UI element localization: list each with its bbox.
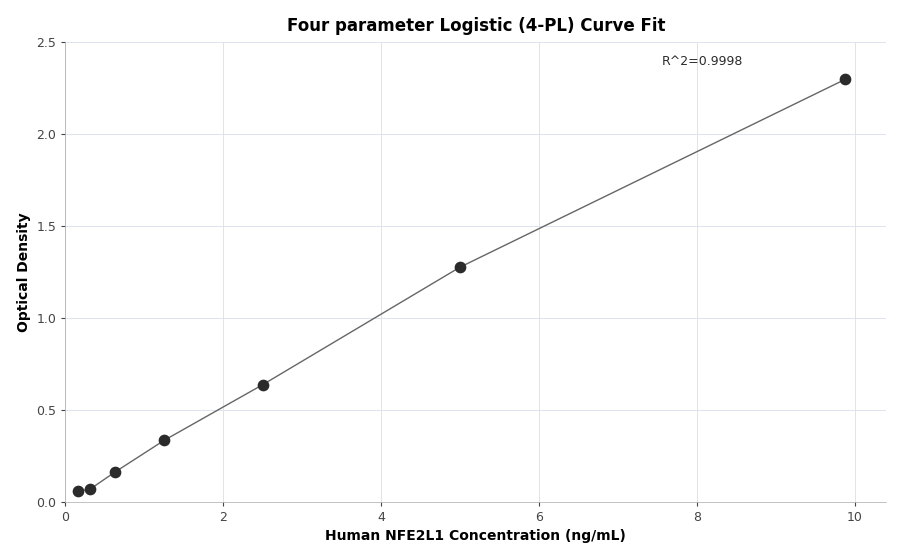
Point	[157, 436, 171, 445]
Point	[837, 75, 851, 84]
Point	[255, 380, 270, 389]
Point	[107, 468, 122, 477]
X-axis label: Human NFE2L1 Concentration (ng/mL): Human NFE2L1 Concentration (ng/mL)	[325, 529, 625, 543]
Point	[83, 485, 97, 494]
Title: Four parameter Logistic (4-PL) Curve Fit: Four parameter Logistic (4-PL) Curve Fit	[286, 17, 664, 35]
Point	[452, 263, 466, 272]
Text: R^2=0.9998: R^2=0.9998	[660, 54, 741, 68]
Y-axis label: Optical Density: Optical Density	[16, 212, 31, 332]
Point	[70, 487, 85, 496]
